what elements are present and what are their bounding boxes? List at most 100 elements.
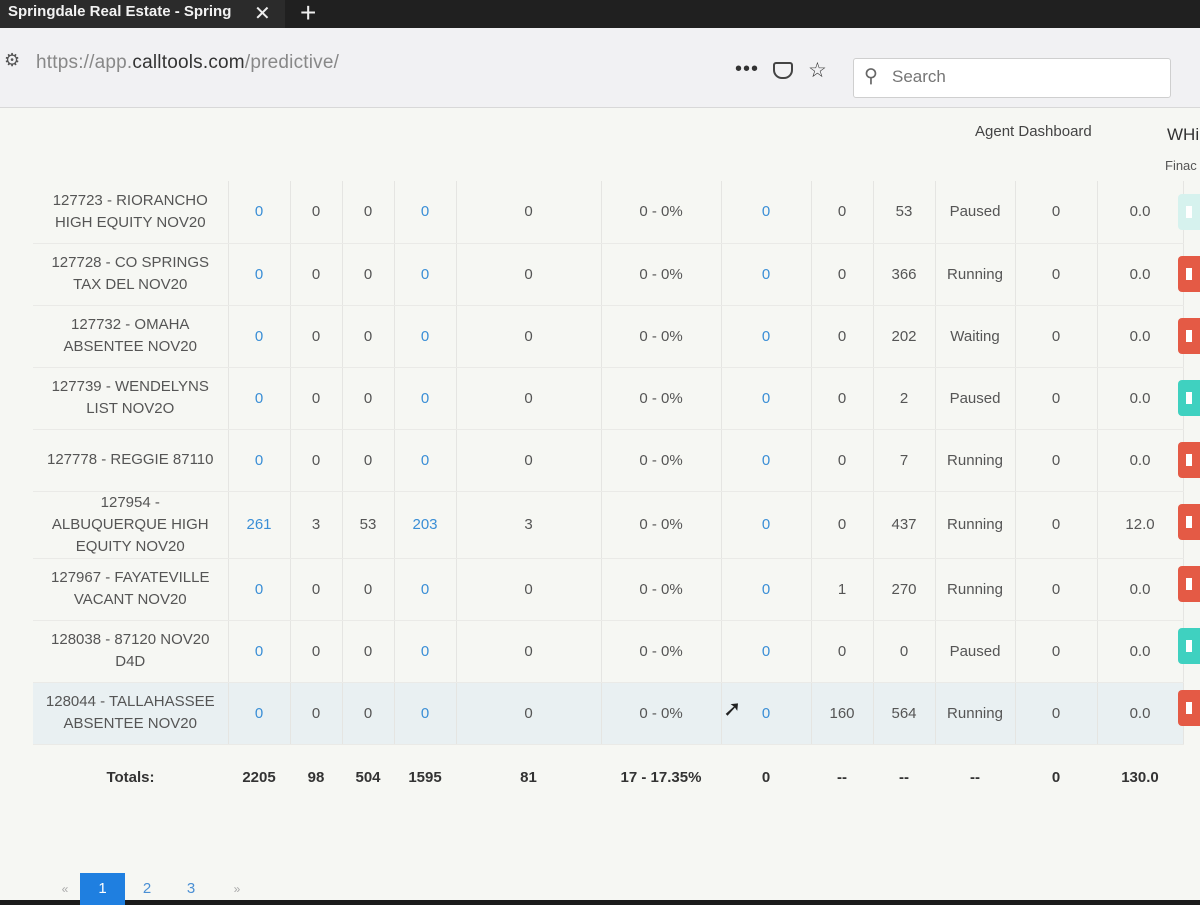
page-2[interactable]: 2 [142,880,152,897]
stat-cell-c4[interactable]: 0 [394,620,457,683]
stat-cell-c9: 53 [873,181,936,244]
stat-cell-c4[interactable]: 0 [394,429,457,492]
stat-cell-c1[interactable]: 0 [228,558,291,621]
status-cell: Paused [935,367,1016,430]
tab-title: Springdale Real Estate - Spring [8,3,232,20]
pause-icon [1186,640,1192,652]
stat-cell-c8: 0 [811,367,874,430]
stat-cell-c5: 0 [456,620,602,683]
stat-cell-c4[interactable]: 0 [394,305,457,368]
campaign-name-line2: ALBUQUERQUE HIGH EQUITY NOV20 [51,515,209,555]
stat-cell-c7[interactable]: 0 [721,620,812,683]
campaign-name-line2: VACANT NOV20 [73,591,187,608]
nav-agent-dashboard[interactable]: Agent Dashboard [975,123,1092,140]
stat-cell-c7[interactable]: 0 [721,181,812,244]
stat-cell-c9: 437 [873,491,936,559]
stat-cell-c6: 0 - 0% [601,429,722,492]
row-action-button[interactable] [1178,442,1200,478]
status-cell: Paused [935,620,1016,683]
stat-cell-c8: 0 [811,181,874,244]
stat-cell-c9: 366 [873,243,936,306]
row-action-button[interactable] [1178,380,1200,416]
stat-cell-c1[interactable]: 0 [228,429,291,492]
stat-cell-c1[interactable]: 261 [228,491,291,559]
pause-icon [1186,392,1192,404]
stat-cell-c4[interactable]: 0 [394,682,457,745]
stat-cell-c2: 0 [290,682,343,745]
stat-cell-c1[interactable]: 0 [228,243,291,306]
status-cell: Running [935,682,1016,745]
row-action-button[interactable] [1178,690,1200,726]
stat-cell-c5: 0 [456,682,602,745]
stat-cell-c5: 3 [456,491,602,559]
page-3[interactable]: 3 [186,880,196,897]
campaign-name-line1: 127732 - OMAHA [71,316,190,333]
stat-cell-c4[interactable]: 0 [394,558,457,621]
pause-icon [1186,206,1192,218]
stat-cell-c3: 0 [342,367,395,430]
totals-cell-c3: 504 [355,768,381,786]
stat-cell-c7[interactable]: 0 [721,367,812,430]
stat-cell-c9: 202 [873,305,936,368]
totals-cell-c5: 81 [520,768,537,786]
row-action-button[interactable] [1178,628,1200,664]
stat-cell-c7[interactable]: 0 [721,682,812,745]
pause-icon [1186,330,1192,342]
stat-cell-c4[interactable]: 0 [394,243,457,306]
bookmark-star-icon[interactable]: ☆ [808,59,827,82]
stat-cell-c4[interactable]: 0 [394,367,457,430]
stat-cell-c7[interactable]: 0 [721,305,812,368]
stat-cell-c11: 0 [1015,491,1098,559]
row-action-button[interactable] [1178,256,1200,292]
close-icon[interactable]: ✕ [254,3,271,25]
stat-cell-c9: 564 [873,682,936,745]
stat-cell-c7[interactable]: 0 [721,243,812,306]
row-action-button[interactable] [1178,194,1200,230]
totals-cell-c7: 0 [761,768,771,786]
stat-cell-c8: 0 [811,429,874,492]
stat-cell-c1[interactable]: 0 [228,682,291,745]
campaign-name-line2: LIST NOV2O [86,400,175,417]
table-row: 127732 - OMAHA ABSENTEE NOV20 0 0 0 0 0 0 - 0% 0… [33,305,1184,368]
table-row: 128038 - 87120 NOV20 D4D 0 0 0 0 0 0 - 0% 0 0 0 Pau… [33,620,1184,683]
stat-cell-c6: 0 - 0% [601,367,722,430]
stat-cell-c1[interactable]: 0 [228,181,291,244]
stat-cell-c9: 2 [873,367,936,430]
page-1[interactable]: 1 [80,873,125,905]
stat-cell-c8: 0 [811,305,874,368]
stat-cell-c4[interactable]: 0 [394,181,457,244]
page-actions-icon[interactable]: ••• [735,58,760,80]
stat-cell-c7[interactable]: 0 [721,429,812,492]
new-tab-icon[interactable]: + [300,0,317,28]
stat-cell-c1[interactable]: 0 [228,367,291,430]
nav-wh[interactable]: WHi [1167,125,1200,144]
row-action-button[interactable] [1178,318,1200,354]
stat-cell-c12: 0.0 [1097,305,1184,368]
table-row: 127967 - FAYATEVILLE VACANT NOV20 0 0 0 0 0 0 -… [33,558,1184,621]
stat-cell-c2: 0 [290,620,343,683]
campaign-name-line1: 127728 - CO SPRINGS [51,254,210,271]
page-prev[interactable]: « [61,882,69,896]
table-row: 127739 - WENDELYNS LIST NOV2O 0 0 0 0 0 0 - 0% 0… [33,367,1184,430]
browser-tab-bar: Springdale Real Estate - Spring ✕ + [0,0,1200,28]
stat-cell-c7[interactable]: 0 [721,558,812,621]
nav-fin[interactable]: Finac [1165,158,1197,173]
page-next[interactable]: » [233,882,241,896]
stat-cell-c1[interactable]: 0 [228,305,291,368]
stat-cell-c6: 0 - 0% [601,558,722,621]
stat-cell-c7[interactable]: 0 [721,491,812,559]
site-settings-icon[interactable]: ⚙ [4,50,21,70]
stat-cell-c4[interactable]: 203 [394,491,457,559]
stat-cell-c1[interactable]: 0 [228,620,291,683]
browser-tab[interactable]: Springdale Real Estate - Spring ✕ [0,0,285,28]
search-input[interactable] [892,67,1152,87]
pocket-icon[interactable] [773,62,793,79]
url-field[interactable]: https://app.calltools.com/predictive/ [36,52,339,74]
row-action-button[interactable] [1178,504,1200,540]
row-action-button[interactable] [1178,566,1200,602]
totals-cell-c9: -- [899,768,909,786]
stat-cell-c8: 160 [811,682,874,745]
stat-cell-c11: 0 [1015,181,1098,244]
stat-cell-c2: 3 [290,491,343,559]
stat-cell-c3: 0 [342,305,395,368]
